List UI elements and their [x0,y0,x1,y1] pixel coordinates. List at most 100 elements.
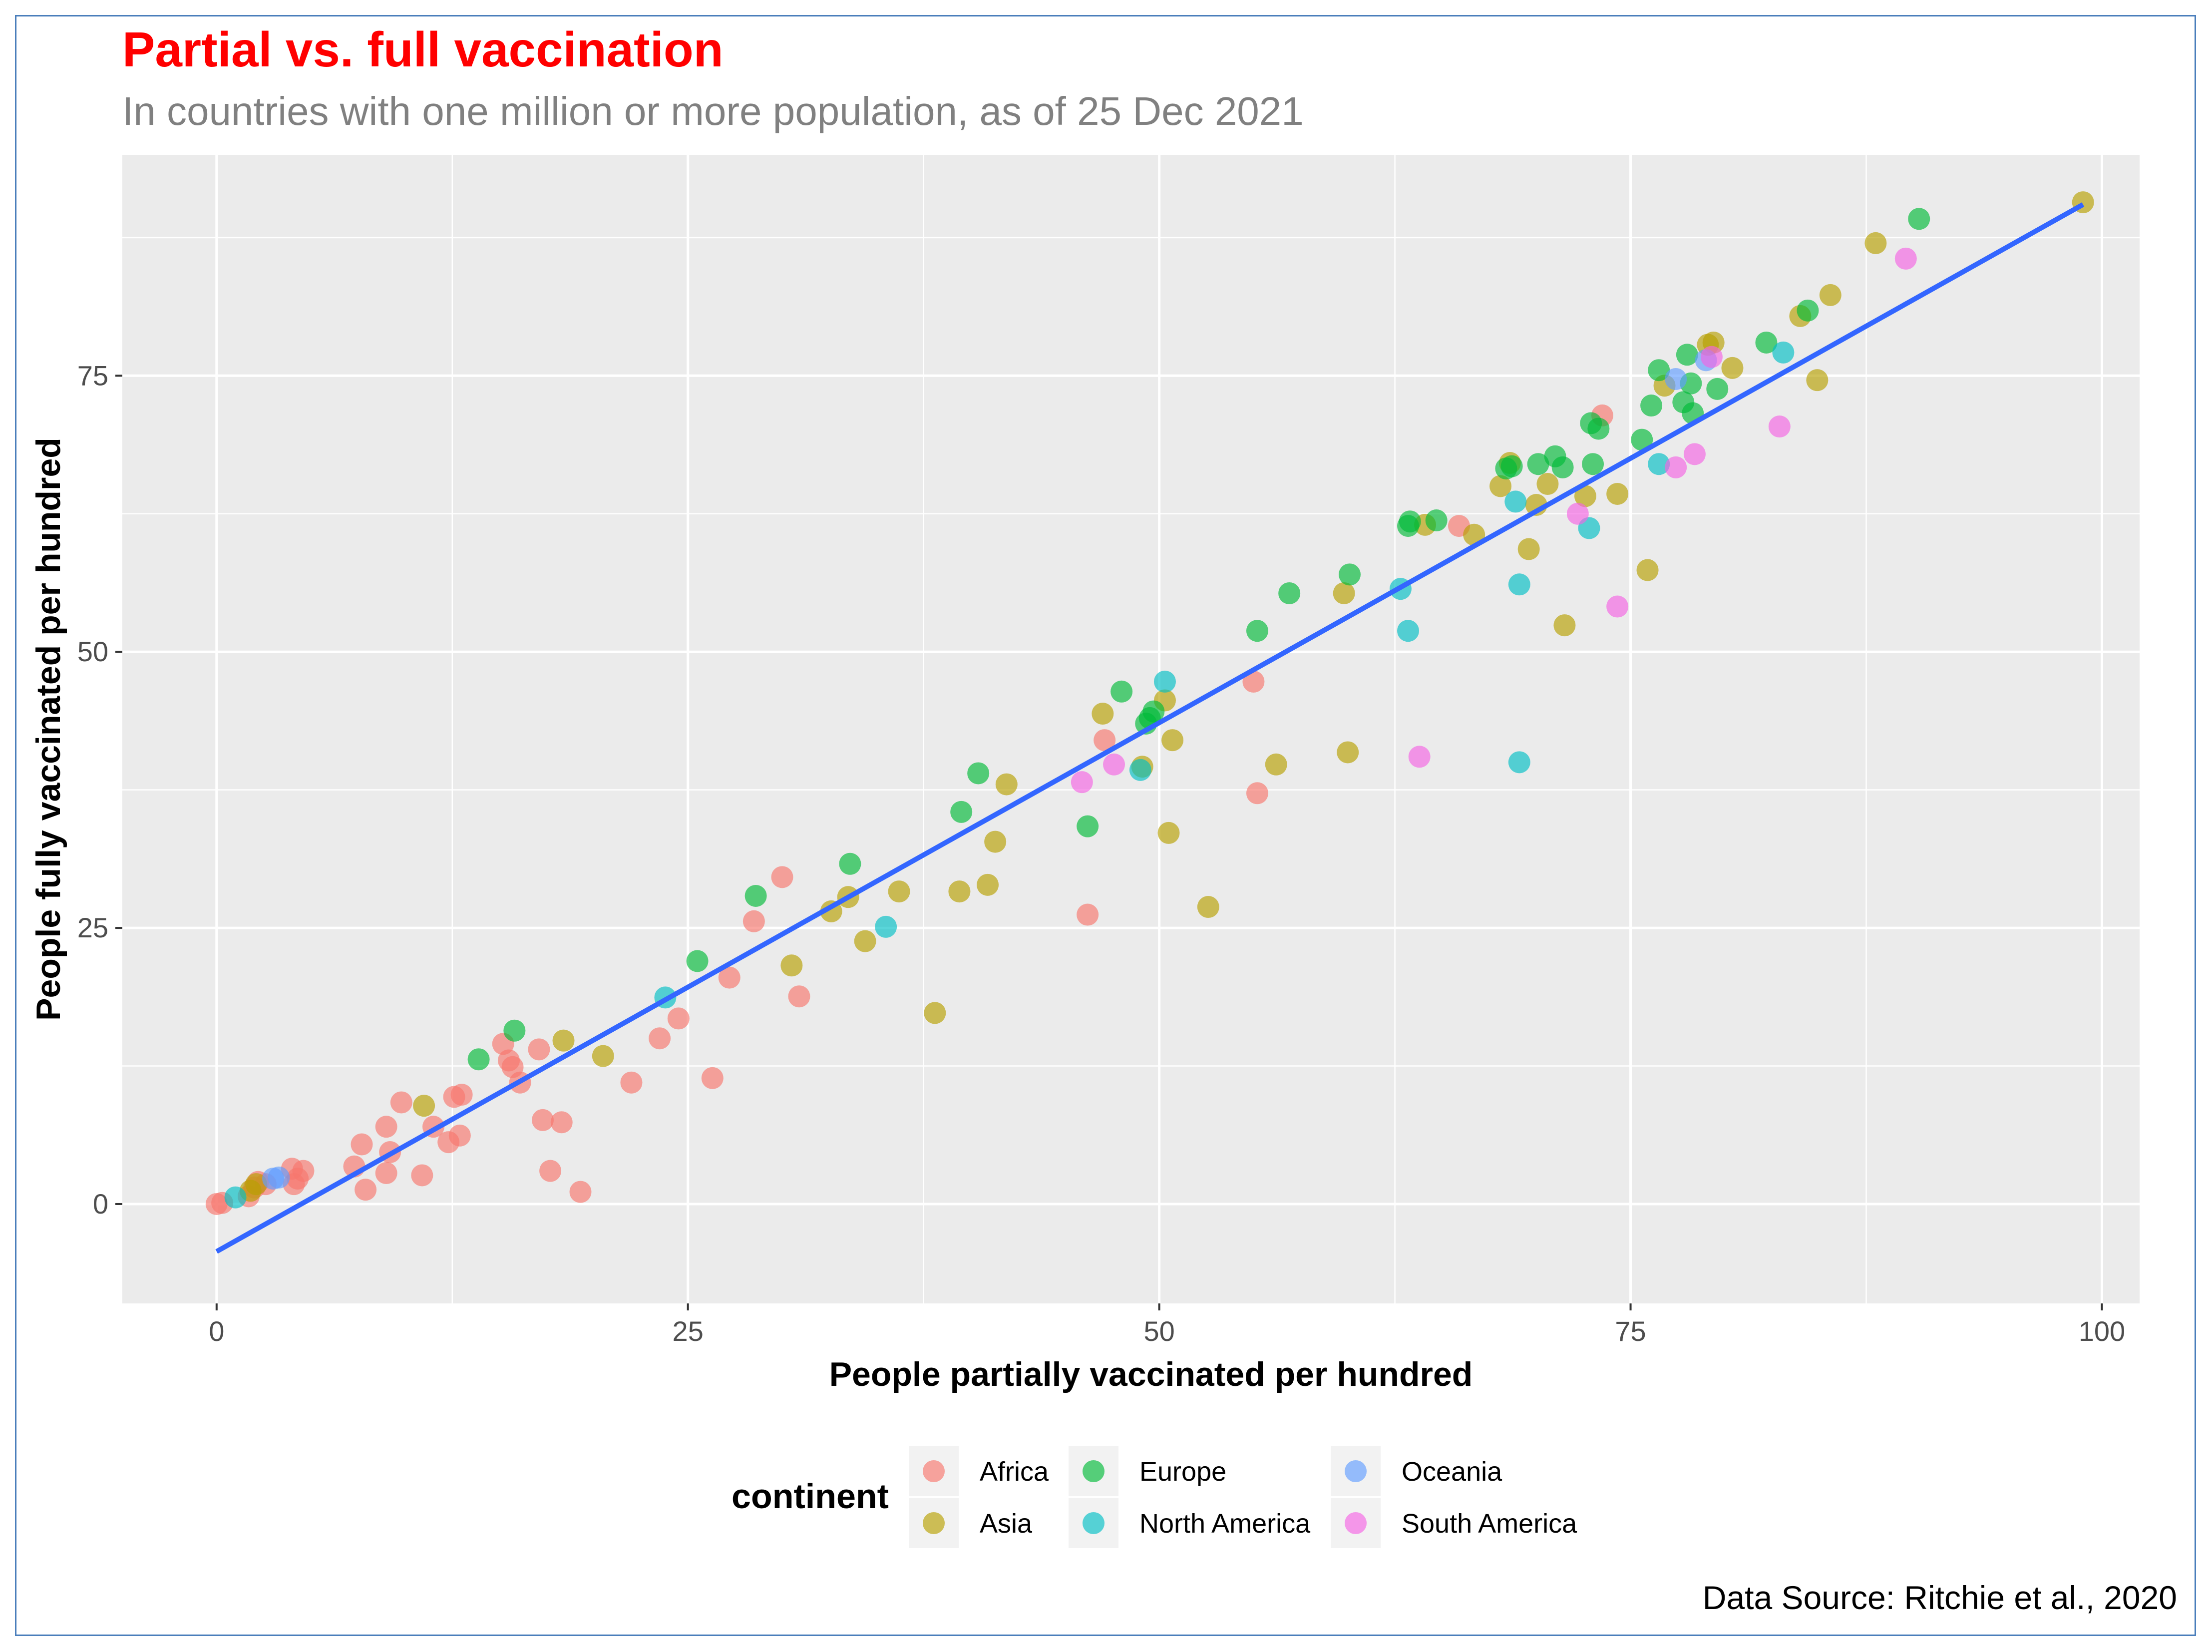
point-europe [950,801,973,823]
point-south-america [1566,502,1589,525]
legend-item-north-america: North America [1069,1498,1311,1548]
point-asia [1536,473,1559,495]
point-europe [503,1019,526,1042]
legend-item-south-america: South America [1331,1498,1577,1548]
point-africa [569,1181,592,1203]
point-south-america [1768,415,1791,438]
x-tick-label: 75 [1615,1315,1646,1347]
point-oceania [268,1166,290,1189]
plot-panel [122,155,2140,1303]
legend-key-south-america [1345,1512,1367,1534]
point-oceania [1665,368,1687,390]
point-asia [924,1002,946,1024]
point-europe [1908,208,1930,230]
point-europe [467,1048,490,1071]
legend-key-africa [923,1460,945,1482]
point-africa [742,910,765,932]
x-tick-label: 0 [209,1315,224,1347]
y-axis-title: People fully vaccinated per hundred [29,437,67,1021]
point-africa [531,1109,554,1131]
point-south-america [1683,443,1706,465]
y-tick-label: 25 [77,912,108,943]
point-africa [718,966,740,989]
point-north-america [1508,573,1530,596]
point-north-america [224,1186,247,1209]
point-africa [390,1091,412,1114]
point-asia [984,830,1007,853]
point-africa [550,1111,573,1134]
point-south-america [1665,456,1687,478]
legend-key-north-america [1083,1512,1105,1534]
point-africa [667,1007,690,1030]
point-north-america [875,915,897,938]
point-africa [411,1164,433,1187]
point-south-america [1408,746,1431,768]
legend-item-africa: Africa [909,1446,1049,1496]
point-europe [1551,456,1574,478]
x-tick-label: 100 [2079,1315,2125,1347]
legend-item-asia: Asia [909,1498,1033,1548]
point-europe [1582,453,1604,475]
point-europe [1142,700,1165,723]
point-asia [1606,482,1629,505]
point-south-america [1606,595,1629,618]
point-europe [1797,299,1819,322]
point-north-america [1397,620,1420,642]
point-asia [1806,369,1829,392]
point-europe [1631,428,1653,451]
point-europe [1755,331,1778,354]
x-tick-label: 50 [1143,1315,1174,1347]
trend-line [215,202,2085,1254]
point-asia [888,880,910,903]
point-africa [355,1179,377,1201]
legend-label-europe: Europe [1139,1457,1226,1487]
chart-subtitle: In countries with one million or more po… [122,89,1304,133]
point-asia [413,1095,435,1117]
point-africa [701,1067,724,1089]
grid-lines [122,155,2140,1303]
legend-item-europe: Europe [1069,1446,1226,1496]
point-asia [245,1173,268,1196]
point-north-america [1648,453,1670,475]
point-asia [1333,582,1355,604]
point-europe [1527,453,1549,475]
legend-title: continent [732,1477,889,1516]
point-africa [620,1071,643,1094]
point-europe [1587,417,1610,440]
point-europe [686,950,709,972]
point-europe [967,762,990,785]
y-tick-label: 75 [77,360,108,391]
legend-key-europe [1083,1460,1105,1482]
x-tick-label: 25 [673,1315,704,1347]
point-africa [649,1027,671,1050]
point-europe [1706,378,1729,400]
point-north-america [1129,759,1151,781]
point-asia [1337,741,1359,764]
point-africa [375,1116,397,1138]
point-africa [450,1084,473,1106]
point-africa [1094,729,1116,752]
x-axis-title: People partially vaccinated per hundred [829,1355,1473,1393]
legend-label-south-america: South America [1402,1509,1577,1539]
point-asia [1864,232,1887,254]
legend-label-north-america: North America [1139,1509,1311,1539]
y-tick-label: 0 [93,1188,108,1220]
point-asia [977,873,999,896]
point-south-america [1071,771,1093,794]
trend-line-group [215,202,2085,1254]
point-africa [351,1133,373,1156]
y-tick-label: 50 [77,636,108,667]
point-europe [1500,455,1523,477]
point-asia [995,773,1018,796]
point-asia [552,1029,575,1052]
point-asia [592,1045,614,1067]
point-europe [1110,680,1133,703]
point-africa [448,1124,471,1147]
point-north-america [1508,751,1530,774]
point-asia [1553,614,1576,637]
point-asia [1489,475,1512,497]
point-africa [788,985,810,1008]
point-asia [1157,822,1180,844]
point-asia [1517,538,1540,560]
